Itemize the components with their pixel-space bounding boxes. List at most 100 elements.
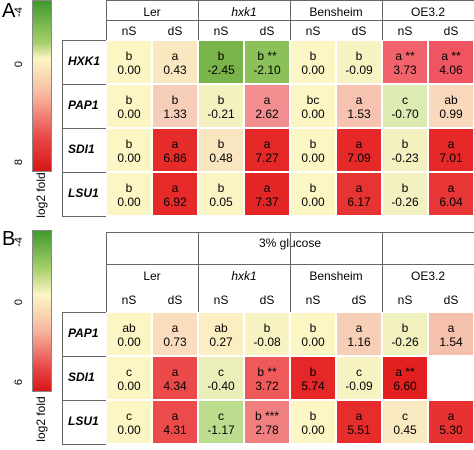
log2-fold-value: 0.43 xyxy=(163,63,187,77)
log2-fold-value: 7.09 xyxy=(347,151,371,165)
heatmap-cell: a ** 6.60 xyxy=(382,356,428,400)
log2-fold-value: -2.45 xyxy=(207,63,235,77)
significance-letter: b xyxy=(217,181,225,195)
heatmap-cell: b -0.08 xyxy=(244,312,290,356)
significance-letter: c xyxy=(126,365,132,379)
panel-b-condition-label: 3% glucose xyxy=(258,236,322,250)
significance-letter: c xyxy=(402,93,408,107)
gene-label: HXK1 xyxy=(68,54,101,68)
row-line xyxy=(62,400,106,401)
significance-letter: c xyxy=(126,409,132,423)
heatmap-cell: ab 0.27 xyxy=(198,312,244,356)
log2-fold-value: 6.92 xyxy=(163,195,187,209)
significance-letter: b xyxy=(355,49,363,63)
log2-fold-value: 1.53 xyxy=(347,107,371,121)
heatmap-cell: b -0.26 xyxy=(382,312,428,356)
subcolumn-header: dS xyxy=(443,24,459,38)
heatmap-cell: a 5.51 xyxy=(336,400,382,444)
log2-fold-value: 0.00 xyxy=(301,151,325,165)
significance-letter: b xyxy=(309,321,317,335)
heatmap-cell: b 0.00 xyxy=(290,312,336,356)
significance-letter: b xyxy=(125,93,133,107)
heatmap-cell: a 4.31 xyxy=(152,400,198,444)
heatmap-cell: a 7.01 xyxy=(428,128,474,172)
heatmap-cell: b 0.05 xyxy=(198,172,244,216)
log2-fold-value: 0.73 xyxy=(163,335,187,349)
heatmap-cell: c 0.45 xyxy=(382,400,428,444)
log2-fold-value: 0.00 xyxy=(117,195,141,209)
significance-letter: a ** xyxy=(395,365,415,379)
gene-label: LSU1 xyxy=(68,186,99,200)
genotype-header: OE3.2 xyxy=(410,5,446,19)
genotype-header: OE3.2 xyxy=(410,269,446,283)
heatmap-cell: a ** 4.06 xyxy=(428,40,474,84)
log2-fold-value: 6.60 xyxy=(393,379,417,393)
gene-label: PAP1 xyxy=(68,326,99,340)
significance-letter: b xyxy=(401,181,409,195)
log2-fold-value: 0.00 xyxy=(301,335,325,349)
row-line xyxy=(62,444,106,445)
significance-letter: b xyxy=(401,137,409,151)
heatmap-cell: b ** 3.72 xyxy=(244,356,290,400)
subcolumn-header: dS xyxy=(259,293,275,307)
significance-letter: a xyxy=(355,137,363,151)
significance-letter: c xyxy=(218,365,224,379)
significance-letter: a xyxy=(171,409,179,423)
significance-letter: a xyxy=(171,49,179,63)
row-line xyxy=(62,356,106,357)
log2-fold-value: 0.00 xyxy=(117,107,141,121)
panel-a-colorbar xyxy=(32,0,52,172)
heatmap-cell: a 6.86 xyxy=(152,128,198,172)
heatmap-cell: a 2.62 xyxy=(244,84,290,128)
row-line xyxy=(62,216,106,217)
heatmap-cell: bc 0.00 xyxy=(290,84,336,128)
significance-letter: b xyxy=(309,49,317,63)
gene-label: SDI1 xyxy=(68,370,95,384)
heatmap-cell: a ** 3.73 xyxy=(382,40,428,84)
log2-fold-value: -0.26 xyxy=(391,335,419,349)
subcolumn-header: dS xyxy=(351,24,367,38)
significance-letter: c xyxy=(402,409,408,423)
log2-fold-value: 1.16 xyxy=(347,335,371,349)
significance-letter: b xyxy=(125,49,133,63)
significance-letter: b xyxy=(171,93,179,107)
heatmap-cell: b 0.00 xyxy=(290,172,336,216)
heatmap-cell: b -0.21 xyxy=(198,84,244,128)
panel-a-colorbar-top-label: -4 xyxy=(13,7,25,17)
panel-b-colorbar-top-label: -4 xyxy=(13,237,25,247)
log2-fold-value: 7.01 xyxy=(439,151,463,165)
significance-letter: b *** xyxy=(254,409,280,423)
significance-letter: a xyxy=(263,137,271,151)
significance-letter: ab xyxy=(214,321,228,335)
significance-letter: a xyxy=(447,137,455,151)
row-line xyxy=(62,128,106,129)
heatmap-cell: b 0.00 xyxy=(106,40,152,84)
significance-letter: ab xyxy=(122,321,136,335)
heatmap-cell: ab 0.99 xyxy=(428,84,474,128)
gene-label: PAP1 xyxy=(68,98,99,112)
heatmap-cell: a 1.16 xyxy=(336,312,382,356)
significance-letter: a xyxy=(447,181,455,195)
significance-letter: b xyxy=(125,181,133,195)
log2-fold-value: 0.00 xyxy=(117,423,141,437)
significance-letter: b xyxy=(401,321,409,335)
heatmap-cell: a 6.04 xyxy=(428,172,474,216)
significance-letter: a xyxy=(171,365,179,379)
heatmap-cell: a 4.34 xyxy=(152,356,198,400)
significance-letter: b ** xyxy=(257,49,277,63)
log2-fold-value: -0.26 xyxy=(391,195,419,209)
heatmap-cell: b -2.45 xyxy=(198,40,244,84)
heatmap-cell: b -0.09 xyxy=(336,40,382,84)
heatmap-cell: b 0.00 xyxy=(106,84,152,128)
heatmap-cell: b 1.33 xyxy=(152,84,198,128)
log2-fold-value: 5.30 xyxy=(439,423,463,437)
log2-fold-value: -1.17 xyxy=(207,423,235,437)
significance-letter: c xyxy=(356,365,362,379)
subcolumn-header: dS xyxy=(351,293,367,307)
row-line xyxy=(62,84,106,85)
log2-fold-value: 0.00 xyxy=(117,151,141,165)
log2-fold-value: 0.00 xyxy=(301,195,325,209)
log2-fold-value: 0.00 xyxy=(301,63,325,77)
log2-fold-value: 4.06 xyxy=(439,63,463,77)
significance-letter: a xyxy=(355,321,363,335)
